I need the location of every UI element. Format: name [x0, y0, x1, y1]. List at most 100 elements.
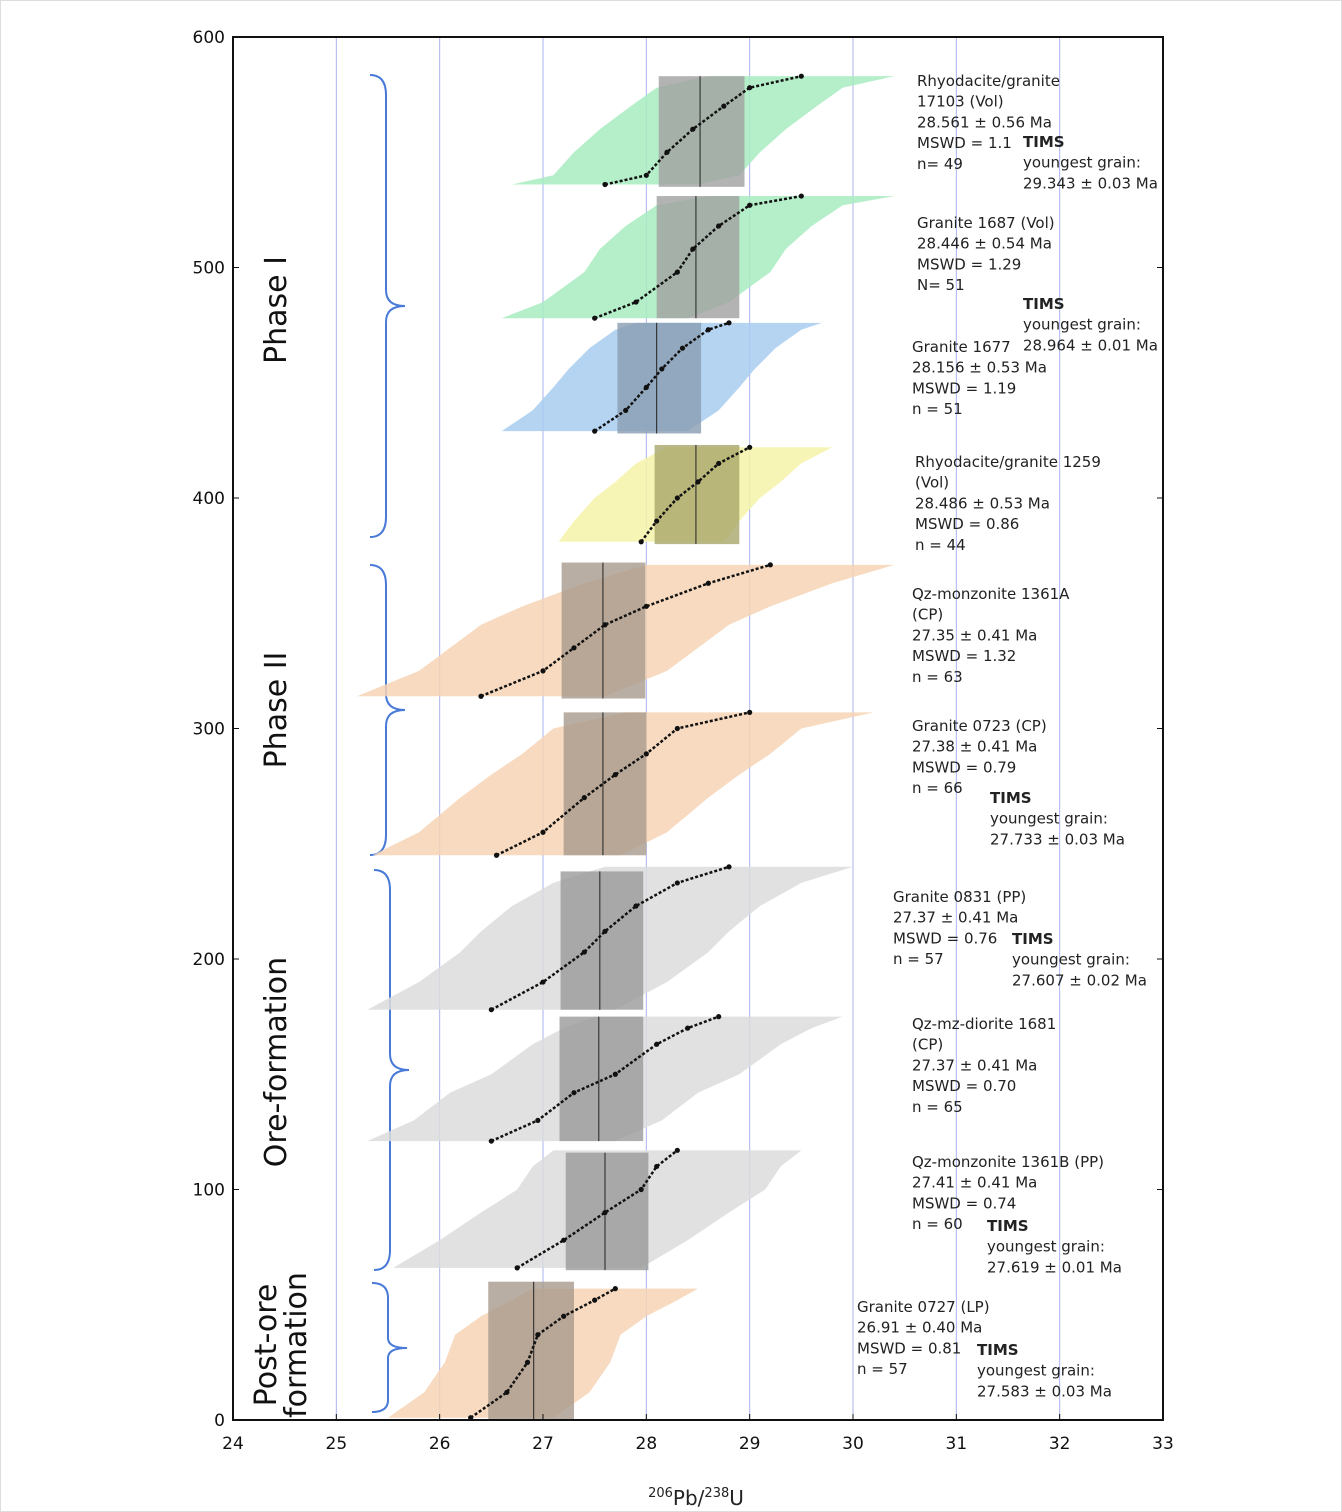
group-label: Phase II — [259, 652, 294, 769]
sample-label: MSWD = 1.29 — [917, 255, 1021, 273]
sample-label: 28.446 ± 0.54 Ma — [917, 235, 1052, 253]
tims-label: 27.607 ± 0.02 Ma — [1012, 971, 1147, 989]
y-tick-label: 100 — [193, 1181, 225, 1201]
mean-box — [561, 562, 646, 699]
tims-heading: TIMS — [987, 1217, 1029, 1235]
tims-heading: TIMS — [990, 789, 1032, 807]
sample-label: n = 57 — [893, 950, 944, 968]
sample-label: n = 63 — [912, 668, 963, 686]
y-tick-label: 300 — [193, 720, 225, 740]
tims-heading: TIMS — [977, 1341, 1019, 1359]
sample-label: n = 66 — [912, 779, 963, 797]
sample-label: Granite 0831 (PP) — [893, 888, 1026, 906]
sample-label: Granite 0727 (LP) — [857, 1298, 990, 1316]
sample — [388, 1281, 698, 1421]
grain-curve — [469, 1287, 616, 1419]
sample-label: 27.37 ± 0.41 Ma — [893, 909, 1018, 927]
brace — [373, 869, 410, 1271]
sample-label: n = 51 — [912, 400, 963, 418]
grain-curve — [640, 446, 751, 543]
tims-heading: TIMS — [1023, 133, 1065, 151]
sample-label: MSWD = 0.86 — [915, 515, 1019, 533]
x-tick-label: 33 — [1152, 1434, 1174, 1454]
mean-box — [560, 871, 644, 1010]
y-tick-label: 500 — [193, 259, 225, 279]
tims-label: 27.583 ± 0.03 Ma — [977, 1382, 1112, 1400]
grain-curve — [490, 1015, 720, 1143]
sample — [501, 320, 822, 434]
y-tick-label: 400 — [193, 489, 225, 509]
sample-label: Rhyodacite/granite — [917, 72, 1060, 90]
x-tick-label: 32 — [1049, 1434, 1071, 1454]
sample-label: 27.38 ± 0.41 Ma — [912, 738, 1037, 756]
grain-curve — [594, 194, 802, 320]
sample-label: 27.37 ± 0.41 Ma — [912, 1056, 1037, 1074]
sample — [367, 864, 853, 1013]
sample-label: n= 49 — [917, 155, 963, 173]
tims-label: youngest grain: — [990, 810, 1108, 828]
mean-box — [654, 444, 740, 545]
sample-label: MSWD = 0.81 — [857, 1339, 961, 1357]
tims-label: youngest grain: — [1012, 951, 1130, 969]
sample-label: 28.486 ± 0.53 Ma — [915, 494, 1050, 512]
tims-label: 28.964 ± 0.01 Ma — [1023, 336, 1158, 354]
sample-label: MSWD = 1.32 — [912, 647, 1016, 665]
braces — [369, 74, 410, 1413]
mean-box — [617, 322, 702, 434]
plot-frame — [232, 36, 1164, 1421]
brace — [369, 74, 406, 538]
mean-box — [658, 76, 745, 187]
grain-curve — [593, 321, 730, 433]
x-tick-label: 28 — [636, 1434, 658, 1454]
x-tick-label: 26 — [429, 1434, 451, 1454]
grain-point — [747, 444, 753, 450]
x-tick-label: 31 — [946, 1434, 968, 1454]
tims-label: youngest grain: — [1023, 154, 1141, 172]
sample-label: (Vol) — [915, 474, 949, 492]
x-axis-label-part: Pb/ — [673, 1486, 705, 1510]
grain-curve — [495, 711, 750, 857]
sample-label: N= 51 — [917, 276, 965, 294]
grain-curve — [604, 74, 802, 186]
sample-label: MSWD = 0.74 — [912, 1194, 1016, 1212]
sample-label: 27.41 ± 0.41 Ma — [912, 1174, 1037, 1192]
grain-point — [716, 1014, 722, 1020]
sample-label: MSWD = 0.79 — [912, 758, 1016, 776]
sample — [357, 562, 895, 699]
tims-label: youngest grain: — [977, 1362, 1095, 1380]
group-label: formation — [279, 1272, 314, 1418]
x-axis-label: 206Pb/238U — [648, 1486, 744, 1510]
sample — [372, 709, 874, 858]
grain-curve — [516, 1149, 679, 1269]
sample — [393, 1147, 802, 1271]
tims-label: 29.343 ± 0.03 Ma — [1023, 174, 1158, 192]
sample-label: Qz-mz-diorite 1681 — [912, 1015, 1056, 1033]
sample-label: 17103 (Vol) — [917, 93, 1004, 111]
grain-point — [767, 562, 773, 568]
sample-label: n = 65 — [912, 1098, 963, 1116]
x-tick-label: 24 — [222, 1434, 244, 1454]
plot-area — [232, 37, 1164, 1421]
x-tick-label: 27 — [532, 1434, 554, 1454]
y-tick-label: 0 — [214, 1411, 225, 1431]
tims-label: youngest grain: — [987, 1238, 1105, 1256]
sample-label: Granite 1677 — [912, 338, 1011, 356]
sample-label: MSWD = 0.76 — [893, 929, 997, 947]
brace — [371, 1282, 408, 1413]
sample-label: n = 44 — [915, 536, 966, 554]
grain-point — [798, 73, 804, 79]
y-tick-label: 200 — [193, 950, 225, 970]
sample-label: 26.91 ± 0.40 Ma — [857, 1319, 982, 1337]
group-label: Post-ore — [249, 1284, 284, 1407]
sample-label: n = 57 — [857, 1360, 908, 1378]
sample-label: Granite 1687 (Vol) — [917, 214, 1055, 232]
sample-label: (CP) — [912, 606, 943, 624]
sample-label: MSWD = 0.70 — [912, 1077, 1016, 1095]
sample — [558, 444, 833, 545]
sample-label: Rhyodacite/granite 1259 — [915, 453, 1101, 471]
group-label: Phase I — [259, 256, 294, 364]
x-axis-label-part: 238 — [704, 1486, 729, 1501]
tims-label: youngest grain: — [1023, 316, 1141, 334]
x-tick-label: 30 — [842, 1434, 864, 1454]
tims-label: 27.733 ± 0.03 Ma — [990, 830, 1125, 848]
